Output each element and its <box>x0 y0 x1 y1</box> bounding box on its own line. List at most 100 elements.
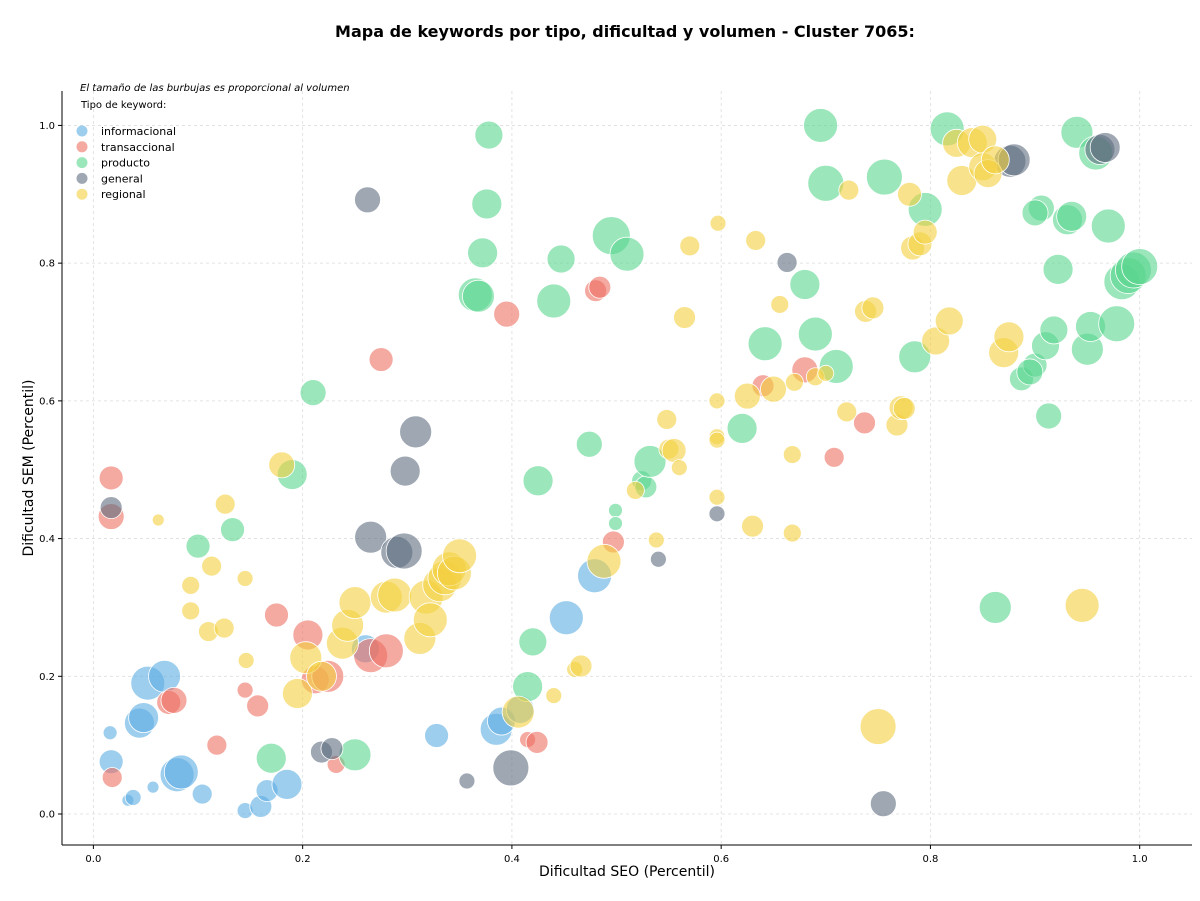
legend-marker <box>76 125 88 137</box>
bubble-regional <box>647 531 665 549</box>
y-axis-label: Dificultad SEM (Percentil) <box>21 380 37 557</box>
bubble-producto <box>747 326 783 362</box>
legend-item-producto: producto <box>76 157 150 170</box>
bubble-regional <box>782 445 802 464</box>
bubble-producto <box>1016 358 1044 386</box>
bubble-producto <box>536 283 572 319</box>
bubble-transaccional <box>493 300 521 328</box>
bubble-regional <box>377 577 413 613</box>
bubble-producto <box>898 340 932 374</box>
bubble-producto <box>726 413 758 444</box>
legend-marker <box>76 172 88 184</box>
grid-lines <box>62 91 1192 845</box>
bubble-informacional <box>271 769 303 800</box>
y-tick-label: 0.4 <box>39 534 55 545</box>
bubble-regional <box>338 586 372 620</box>
bubble-regional <box>785 372 804 392</box>
series-regional <box>151 124 1100 745</box>
bubble-regional <box>282 678 313 709</box>
bubble-regional <box>237 652 255 669</box>
bubble-regional <box>836 401 858 423</box>
legend-marker <box>76 157 88 169</box>
bubble-regional <box>673 306 696 329</box>
y-tick-label: 1.0 <box>39 121 55 132</box>
bubble-general <box>649 550 667 568</box>
bubble-producto <box>575 430 603 458</box>
bubble-producto <box>803 108 838 143</box>
bubble-producto <box>467 237 499 269</box>
bubble-regional <box>625 480 645 500</box>
bubble-regional <box>760 375 787 403</box>
x-tick-label: 0.2 <box>295 854 311 865</box>
bubble-regional <box>201 555 223 577</box>
bubble-regional <box>708 488 726 506</box>
bubble-regional <box>745 230 767 251</box>
series-producto <box>185 108 1159 774</box>
bubble-transaccional <box>525 731 549 754</box>
bubble-informacional <box>191 783 213 805</box>
size-note: El tamaño de las burbujas es proporciona… <box>80 83 350 94</box>
bubble-general <box>99 496 123 519</box>
bubble-producto <box>522 465 554 497</box>
legend-item-transaccional: transaccional <box>76 141 175 154</box>
bubble-regional <box>670 459 688 477</box>
bubble-regional <box>708 431 726 449</box>
bubble-producto <box>220 517 245 543</box>
bubble-regional <box>912 219 938 245</box>
x-tick-label: 0.8 <box>922 854 938 865</box>
bubble-regional <box>412 602 448 638</box>
bubble-producto <box>608 516 623 531</box>
legend-title: Tipo de keyword: <box>80 100 166 111</box>
legend-item-regional: regional <box>76 188 146 201</box>
bubble-regional <box>782 523 802 543</box>
bubble-general <box>354 520 388 554</box>
bubble-general <box>458 772 476 790</box>
bubble-informacional <box>124 789 142 806</box>
bubble-regional <box>859 708 897 745</box>
bubble-producto <box>1035 402 1063 430</box>
bubble-regional <box>921 326 951 356</box>
bubble-producto <box>978 591 1012 624</box>
bubble-transaccional <box>101 767 123 788</box>
bubble-regional <box>213 617 235 639</box>
bubble-producto <box>546 244 576 274</box>
bubble-general <box>708 505 726 523</box>
bubble-general <box>399 415 433 449</box>
bubble-regional <box>151 513 165 527</box>
legend-marker <box>76 141 88 153</box>
bubble-producto <box>462 279 495 313</box>
series-general <box>99 132 1121 818</box>
legend-item-general: general <box>76 172 143 185</box>
bubble-producto <box>789 269 821 300</box>
bubble-regional <box>569 654 593 678</box>
legend-label: general <box>101 172 143 185</box>
bubble-regional <box>770 295 790 314</box>
bubble-producto <box>1090 208 1126 244</box>
bubble-informacional <box>146 780 160 794</box>
bubble-regional <box>861 296 885 320</box>
bubble-general <box>869 790 897 818</box>
y-tick-label: 0.6 <box>39 396 55 407</box>
bubble-regional <box>892 397 916 420</box>
y-tick-label: 0.0 <box>39 810 55 821</box>
bubble-producto <box>1021 199 1049 227</box>
bubble-regional <box>236 570 254 587</box>
bubble-producto <box>609 236 645 272</box>
bubble-informacional <box>163 754 199 790</box>
bubble-transaccional <box>823 446 845 468</box>
bubble-transaccional <box>853 411 876 435</box>
legend-label: regional <box>101 188 146 201</box>
bubble-transaccional <box>98 465 124 491</box>
bubble-regional <box>709 214 727 232</box>
bubble-regional <box>980 145 1010 175</box>
bubble-producto <box>1056 200 1088 232</box>
bubble-general <box>776 252 798 273</box>
bubble-regional <box>501 695 535 729</box>
x-tick-label: 0.4 <box>504 854 520 865</box>
bubble-regional <box>181 576 201 595</box>
bubble-producto <box>1098 305 1136 343</box>
bubble-transaccional <box>160 686 188 714</box>
legend-item-informacional: informacional <box>76 125 176 138</box>
bubble-producto <box>1121 248 1159 285</box>
